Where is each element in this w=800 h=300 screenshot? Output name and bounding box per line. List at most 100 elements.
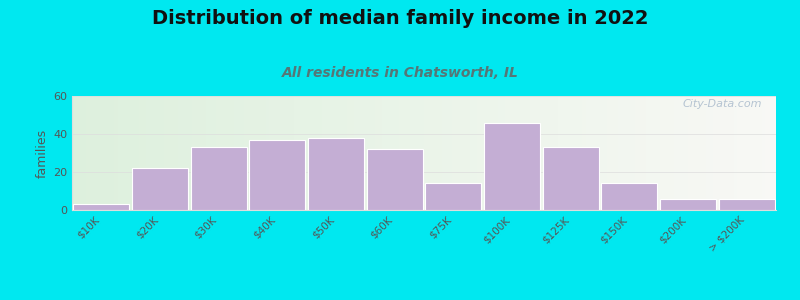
Bar [575,96,579,210]
Bar [75,96,79,210]
Bar [702,96,706,210]
Text: City-Data.com: City-Data.com [682,99,762,110]
Bar [586,96,590,210]
Bar [399,96,403,210]
Bar [357,96,361,210]
Bar [632,96,635,210]
Bar [491,96,494,210]
Bar [190,147,246,210]
Bar [484,96,487,210]
Bar [74,204,129,210]
Bar [543,147,598,210]
Bar [562,96,565,210]
Bar [339,96,343,210]
Bar [333,96,336,210]
Bar [343,96,346,210]
Bar [726,96,730,210]
Bar [361,96,364,210]
Bar [382,96,386,210]
Bar [758,96,762,210]
Y-axis label: families: families [36,128,49,178]
Bar [558,96,562,210]
Bar [170,96,174,210]
Bar [755,96,758,210]
Bar [192,96,195,210]
Bar [251,96,255,210]
Bar [132,96,135,210]
Bar [600,96,603,210]
Bar [762,96,766,210]
Bar [286,96,290,210]
Bar [670,96,674,210]
Bar [610,96,614,210]
Bar [241,96,245,210]
Bar [480,96,484,210]
Bar [741,96,744,210]
Bar [202,96,206,210]
Bar [642,96,646,210]
Bar [227,96,230,210]
Bar [135,96,139,210]
Bar [663,96,667,210]
Bar [685,96,688,210]
Bar [290,96,294,210]
Bar [660,199,716,210]
Bar [157,96,160,210]
Bar [628,96,632,210]
Bar [374,96,378,210]
Bar [110,96,114,210]
Bar [597,96,600,210]
Bar [410,96,414,210]
Bar [258,96,262,210]
Bar [294,96,298,210]
Bar [537,96,540,210]
Bar [544,96,547,210]
Bar [142,96,146,210]
Bar [445,96,449,210]
Bar [681,96,685,210]
Bar [198,96,202,210]
Bar [195,96,198,210]
Bar [90,96,93,210]
Bar [522,96,526,210]
Bar [582,96,586,210]
Bar [427,96,431,210]
Bar [646,96,650,210]
Bar [269,96,273,210]
Bar [139,96,142,210]
Bar [146,96,150,210]
Bar [220,96,223,210]
Bar [526,96,530,210]
Bar [160,96,163,210]
Bar [104,96,107,210]
Bar [470,96,474,210]
Bar [744,96,748,210]
Bar [431,96,434,210]
Bar [178,96,181,210]
Bar [691,96,695,210]
Bar [266,96,269,210]
Bar [72,96,75,210]
Bar [635,96,638,210]
Bar [118,96,122,210]
Bar [638,96,642,210]
Bar [519,96,522,210]
Bar [766,96,769,210]
Bar [350,96,354,210]
Bar [86,96,90,210]
Bar [459,96,462,210]
Text: Distribution of median family income in 2022: Distribution of median family income in … [152,9,648,28]
Bar [308,138,364,210]
Bar [603,96,607,210]
Text: All residents in Chatsworth, IL: All residents in Chatsworth, IL [282,66,518,80]
Bar [386,96,389,210]
Bar [122,96,125,210]
Bar [719,199,774,210]
Bar [590,96,593,210]
Bar [245,96,248,210]
Bar [530,96,533,210]
Bar [346,96,350,210]
Bar [656,96,660,210]
Bar [329,96,333,210]
Bar [709,96,713,210]
